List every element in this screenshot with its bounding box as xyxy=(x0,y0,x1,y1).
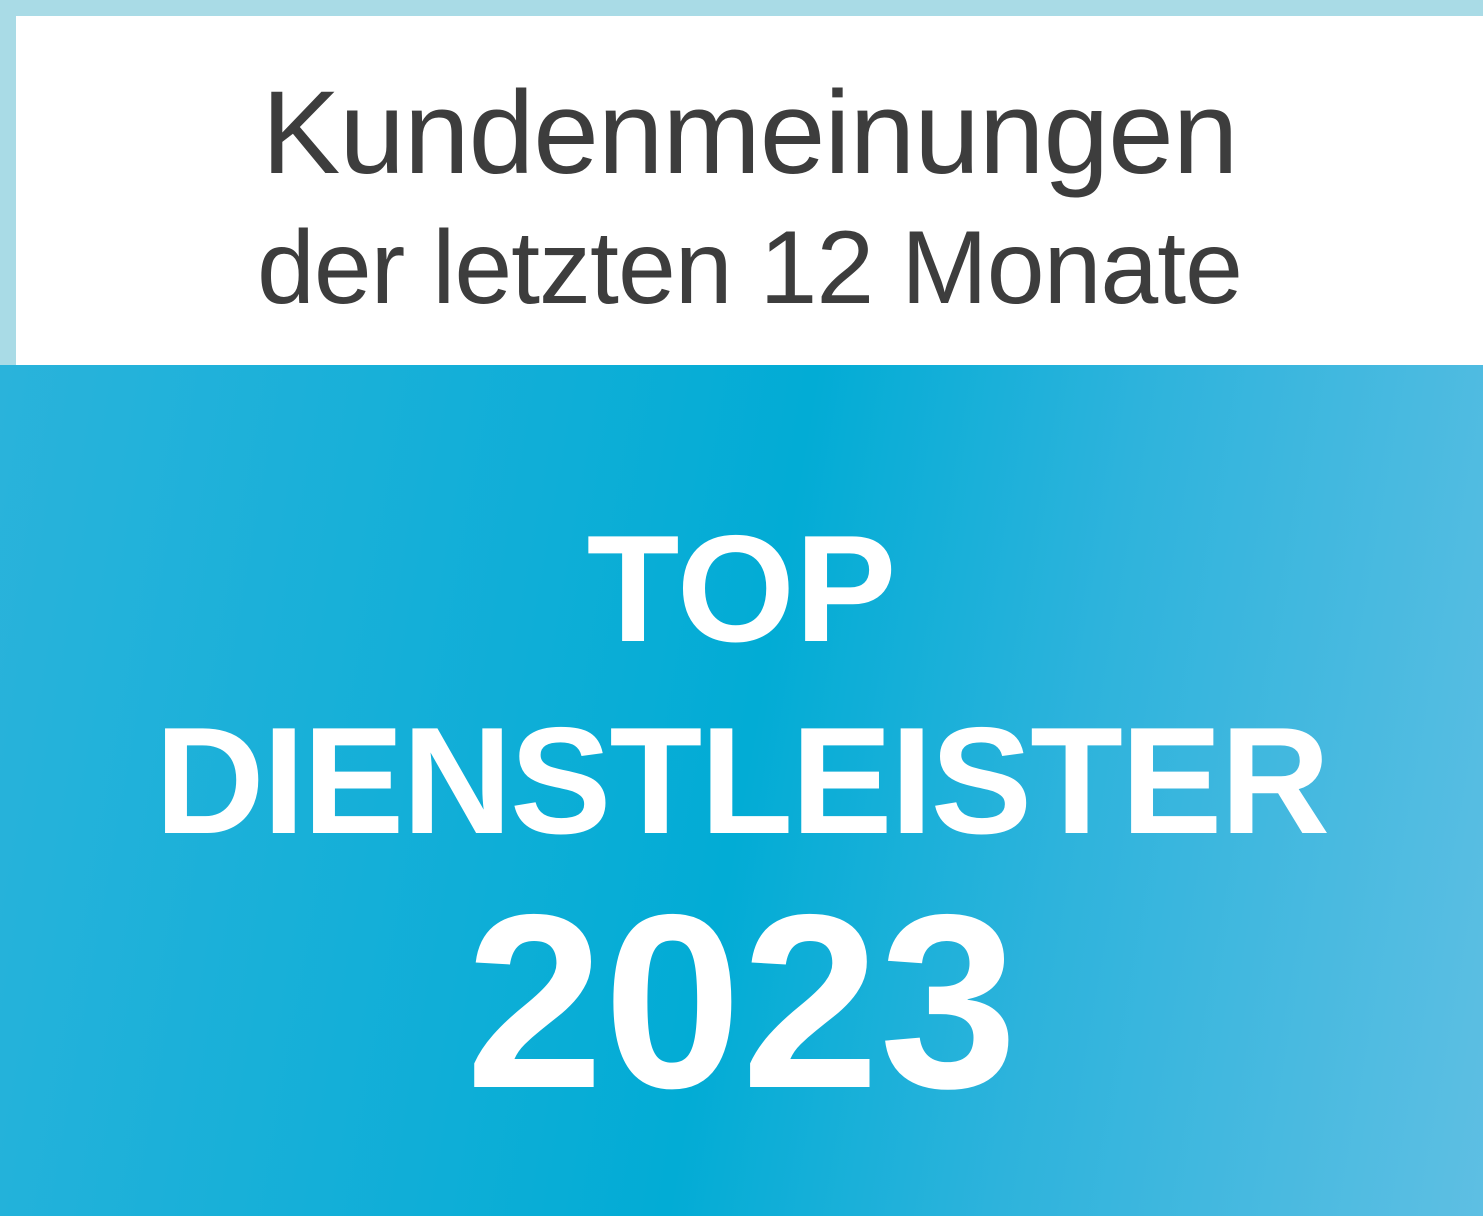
award-year: 2023 xyxy=(465,862,1018,1140)
award-panel: TOP DIENSTLEISTER 2023 xyxy=(0,365,1483,1216)
header-subtitle: der letzten 12 Monate xyxy=(257,210,1243,326)
award-title: DIENSTLEISTER xyxy=(154,696,1330,866)
header-box: Kundenmeinungen der letzten 12 Monate xyxy=(16,16,1483,365)
award-top-label: TOP xyxy=(586,504,897,674)
header-title: Kundenmeinungen xyxy=(261,67,1239,199)
